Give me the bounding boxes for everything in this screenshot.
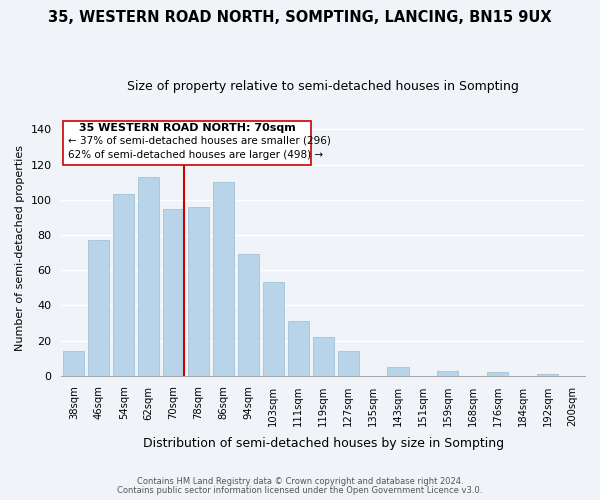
Text: Contains public sector information licensed under the Open Government Licence v3: Contains public sector information licen… (118, 486, 482, 495)
Bar (63, 351, 85, 376)
Text: 35, WESTERN ROAD NORTH, SOMPTING, LANCING, BN15 9UX: 35, WESTERN ROAD NORTH, SOMPTING, LANCIN… (48, 10, 552, 25)
Text: 62% of semi-detached houses are larger (498) →: 62% of semi-detached houses are larger (… (68, 150, 323, 160)
Bar (388, 367, 409, 376)
Bar (188, 207, 209, 376)
Bar (213, 182, 234, 376)
Bar (263, 282, 284, 376)
Text: Contains HM Land Registry data © Crown copyright and database right 2024.: Contains HM Land Registry data © Crown c… (137, 477, 463, 486)
Bar (138, 177, 159, 376)
Bar (287, 321, 309, 376)
Bar (338, 351, 359, 376)
X-axis label: Distribution of semi-detached houses by size in Sompting: Distribution of semi-detached houses by … (143, 437, 504, 450)
Y-axis label: Number of semi-detached properties: Number of semi-detached properties (15, 145, 25, 351)
Bar (487, 372, 508, 376)
Bar (238, 254, 259, 376)
Bar (113, 194, 134, 376)
Bar (313, 337, 334, 376)
Bar (88, 240, 109, 376)
Bar (437, 370, 458, 376)
Title: Size of property relative to semi-detached houses in Sompting: Size of property relative to semi-detach… (127, 80, 519, 93)
Bar (537, 374, 558, 376)
Text: 35 WESTERN ROAD NORTH: 70sqm: 35 WESTERN ROAD NORTH: 70sqm (79, 123, 295, 133)
Text: ← 37% of semi-detached houses are smaller (296): ← 37% of semi-detached houses are smalle… (68, 136, 331, 145)
Bar (163, 208, 184, 376)
